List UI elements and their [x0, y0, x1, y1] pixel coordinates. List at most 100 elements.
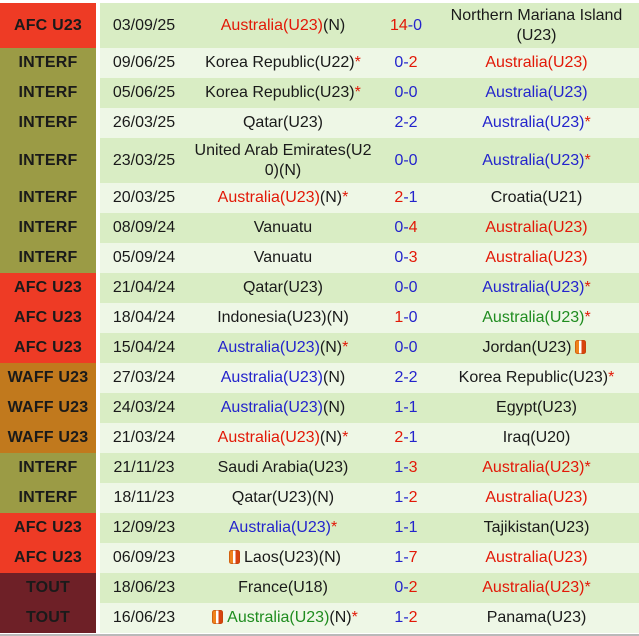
away-team-text: Iraq(U20) [503, 428, 571, 448]
home-team[interactable]: Laos(U23)(N) [188, 543, 378, 573]
match-row[interactable]: AFC U23 03/09/25 Australia(U23)(N) 14-0 … [0, 3, 639, 48]
match-row[interactable]: AFC U23 18/04/24 Indonesia(U23)(N) 1-0 A… [0, 303, 639, 333]
home-team[interactable]: United Arab Emirates(U20)(N) [188, 138, 378, 183]
match-row[interactable]: AFC U23 21/04/24 Qatar(U23) 0-0 Australi… [0, 273, 639, 303]
away-team[interactable]: Jordan(U23) [434, 333, 639, 363]
match-row[interactable]: INTERF 23/03/25 United Arab Emirates(U20… [0, 138, 639, 183]
match-score[interactable]: 2-2 [378, 108, 434, 138]
text-segment: Australia(U23) [217, 429, 320, 446]
match-score[interactable]: 1-2 [378, 483, 434, 513]
match-score[interactable]: 1-1 [378, 513, 434, 543]
away-team[interactable]: Australia(U23) [434, 543, 639, 573]
match-score[interactable]: 1-7 [378, 543, 434, 573]
home-team[interactable]: Australia(U23)(N)* [188, 183, 378, 213]
match-row[interactable]: AFC U23 15/04/24 Australia(U23)(N)* 0-0 … [0, 333, 639, 363]
match-row[interactable]: INTERF 09/06/25 Korea Republic(U22)* 0-2… [0, 48, 639, 78]
away-team[interactable]: Australia(U23)* [434, 303, 639, 333]
away-team[interactable]: Australia(U23)* [434, 273, 639, 303]
home-team[interactable]: Australia(U23)(N)* [188, 423, 378, 453]
match-score[interactable]: 1-2 [378, 603, 434, 633]
home-team[interactable]: Qatar(U23) [188, 108, 378, 138]
away-team[interactable]: Australia(U23)* [434, 108, 639, 138]
home-team[interactable]: Qatar(U23)(N) [188, 483, 378, 513]
match-score[interactable]: 2-1 [378, 423, 434, 453]
text-segment: 2 [408, 54, 418, 71]
match-row[interactable]: INTERF 18/11/23 Qatar(U23)(N) 1-2 Austra… [0, 483, 639, 513]
home-team[interactable]: Korea Republic(U22)* [188, 48, 378, 78]
away-team[interactable]: Tajikistan(U23) [434, 513, 639, 543]
away-team[interactable]: Australia(U23) [434, 483, 639, 513]
text-segment: (N) [329, 609, 352, 626]
match-row[interactable]: INTERF 05/06/25 Korea Republic(U23)* 0-0… [0, 78, 639, 108]
match-row[interactable]: TOUT 16/06/23 Australia(U23)(N)* 1-2 Pan… [0, 603, 639, 633]
text-segment: 0-0 [394, 339, 418, 356]
match-score[interactable]: 1-0 [378, 303, 434, 333]
match-score[interactable]: 1-1 [378, 393, 434, 423]
away-team[interactable]: Australia(U23)* [434, 453, 639, 483]
away-team[interactable]: Egypt(U23) [434, 393, 639, 423]
home-team[interactable]: Qatar(U23) [188, 273, 378, 303]
home-team[interactable]: Saudi Arabia(U23) [188, 453, 378, 483]
text-segment: * [584, 279, 591, 296]
text-segment: 0- [394, 54, 409, 71]
match-row[interactable]: INTERF 05/09/24 Vanuatu 0-3 Australia(U2… [0, 243, 639, 273]
match-row[interactable]: WAFF U23 27/03/24 Australia(U23)(N) 2-2 … [0, 363, 639, 393]
match-score[interactable]: 0-0 [378, 138, 434, 183]
home-team[interactable]: Australia(U23)(N) [188, 3, 378, 48]
away-team[interactable]: Panama(U23) [434, 603, 639, 633]
away-team[interactable]: Korea Republic(U23)* [434, 363, 639, 393]
away-team[interactable]: Iraq(U20) [434, 423, 639, 453]
away-team-text: Australia(U23)* [482, 308, 591, 328]
match-score[interactable]: 0-0 [378, 333, 434, 363]
match-score[interactable]: 14-0 [378, 3, 434, 48]
match-date: 21/11/23 [113, 459, 175, 476]
match-row[interactable]: INTERF 21/11/23 Saudi Arabia(U23) 1-3 Au… [0, 453, 639, 483]
match-row[interactable]: INTERF 08/09/24 Vanuatu 0-4 Australia(U2… [0, 213, 639, 243]
match-score-text: 1-2 [394, 608, 417, 628]
match-score[interactable]: 0-3 [378, 243, 434, 273]
orange-card-icon [229, 550, 241, 564]
match-row[interactable]: INTERF 20/03/25 Australia(U23)(N)* 2-1 C… [0, 183, 639, 213]
home-team[interactable]: Vanuatu [188, 243, 378, 273]
match-row[interactable]: WAFF U23 24/03/24 Australia(U23)(N) 1-1 … [0, 393, 639, 423]
label-column-gap [96, 483, 100, 513]
match-row-content: 08/09/24 Vanuatu 0-4 Australia(U23) [100, 213, 639, 243]
text-segment: (N) [319, 339, 343, 356]
match-score[interactable]: 0-4 [378, 213, 434, 243]
home-team[interactable]: Vanuatu [188, 213, 378, 243]
match-score-text: 0-4 [394, 218, 417, 238]
away-team[interactable]: Australia(U23) [434, 48, 639, 78]
away-team[interactable]: Australia(U23)* [434, 138, 639, 183]
away-team[interactable]: Australia(U23)* [434, 573, 639, 603]
match-row[interactable]: TOUT 18/06/23 France(U18) 0-2 Australia(… [0, 573, 639, 603]
away-team[interactable]: Croatia(U21) [434, 183, 639, 213]
home-team[interactable]: Australia(U23)(N)* [188, 333, 378, 363]
home-team[interactable]: Australia(U23)(N) [188, 393, 378, 423]
competition-badge: WAFF U23 [0, 363, 96, 393]
match-score[interactable]: 0-2 [378, 48, 434, 78]
match-score[interactable]: 0-0 [378, 273, 434, 303]
match-score[interactable]: 1-3 [378, 453, 434, 483]
home-team[interactable]: Australia(U23)(N)* [188, 603, 378, 633]
home-team[interactable]: Australia(U23)* [188, 513, 378, 543]
match-score[interactable]: 0-0 [378, 78, 434, 108]
home-team[interactable]: France(U18) [188, 573, 378, 603]
match-row[interactable]: AFC U23 12/09/23 Australia(U23)* 1-1 Taj… [0, 513, 639, 543]
home-team[interactable]: Indonesia(U23)(N) [188, 303, 378, 333]
text-segment: 2-2 [394, 369, 418, 386]
home-team[interactable]: Korea Republic(U23)* [188, 78, 378, 108]
home-team[interactable]: Australia(U23)(N) [188, 363, 378, 393]
match-score[interactable]: 0-2 [378, 573, 434, 603]
match-score[interactable]: 2-1 [378, 183, 434, 213]
match-row[interactable]: AFC U23 06/09/23 Laos(U23)(N) 1-7 Austra… [0, 543, 639, 573]
away-team[interactable]: Australia(U23) [434, 78, 639, 108]
match-row[interactable]: WAFF U23 21/03/24 Australia(U23)(N)* 2-1… [0, 423, 639, 453]
text-segment: Northern Mariana Island (U23) [450, 6, 623, 44]
away-team[interactable]: Northern Mariana Island (U23) [434, 3, 639, 48]
match-row[interactable]: INTERF 26/03/25 Qatar(U23) 2-2 Australia… [0, 108, 639, 138]
away-team[interactable]: Australia(U23) [434, 243, 639, 273]
away-team[interactable]: Australia(U23) [434, 213, 639, 243]
match-score[interactable]: 2-2 [378, 363, 434, 393]
text-segment: * [351, 609, 358, 626]
match-score-text: 1-2 [394, 488, 417, 508]
